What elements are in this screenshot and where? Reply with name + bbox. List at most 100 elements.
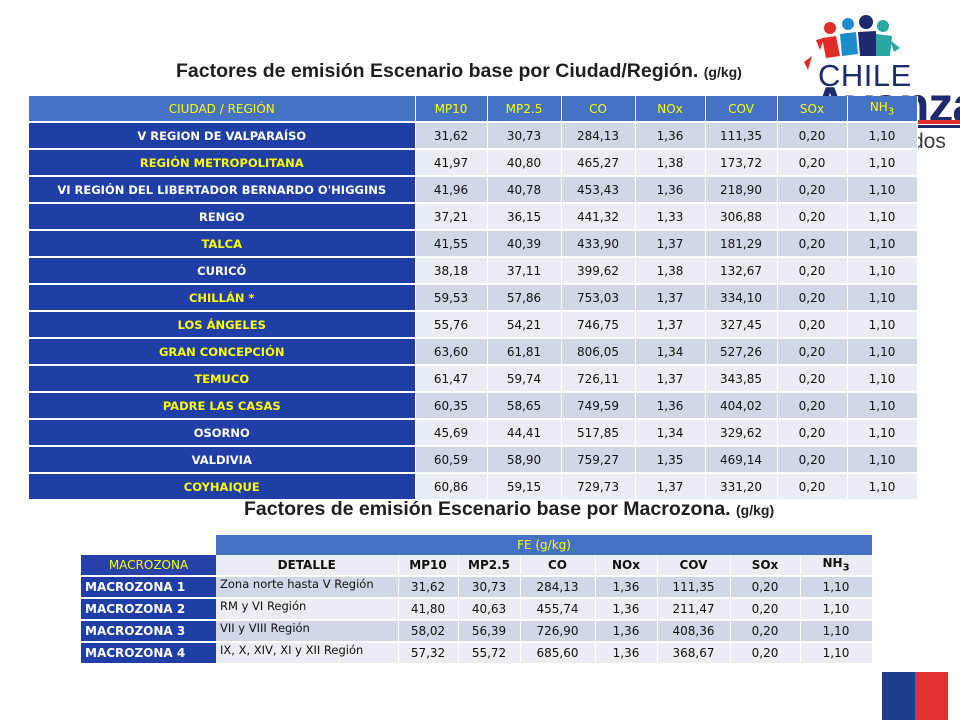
value-cell: 726,11 <box>561 364 636 392</box>
value-cell: 527,26 <box>705 337 778 365</box>
value-cell: 0,20 <box>730 619 801 642</box>
value-cell: 41,96 <box>415 175 488 203</box>
value-cell: 1,34 <box>635 337 706 365</box>
value-cell: 37,21 <box>415 202 488 230</box>
value-cell: 1,10 <box>847 256 918 284</box>
table-row: LOS ÁNGELES 55,76 54,21 746,75 1,37 327,45 0,2… <box>29 310 918 338</box>
table-row: OSORNO 45,69 44,41 517,85 1,34 329,62 0,20 1,10 <box>29 418 918 446</box>
col-header-co: CO <box>561 96 636 122</box>
value-cell: 327,45 <box>705 310 778 338</box>
value-cell: 31,62 <box>415 121 488 149</box>
value-cell: 1,36 <box>595 597 658 620</box>
value-cell: 408,36 <box>657 619 731 642</box>
table-row: VI REGIÓN DEL LIBERTADOR BERNARDO O'HIGG… <box>29 175 918 203</box>
value-cell: 749,59 <box>561 391 636 419</box>
fe-header-row: FE (g/kg) <box>81 535 873 555</box>
value-cell: 455,74 <box>520 597 596 620</box>
value-cell: 746,75 <box>561 310 636 338</box>
city-emission-table: CIUDAD / REGIÓN MP10 MP2.5 CO NOx COV SO… <box>29 96 918 499</box>
value-cell: 55,76 <box>415 310 488 338</box>
value-cell: 61,47 <box>415 364 488 392</box>
city-table-title-unit: (g/kg) <box>703 64 742 80</box>
macrozone-table-title-main: Factores de emisión Escenario base por M… <box>244 498 731 520</box>
city-name-cell: LOS ÁNGELES <box>29 310 416 338</box>
value-cell: 40,63 <box>458 597 521 620</box>
macrozone-name-cell: MACROZONA 4 <box>81 641 216 663</box>
value-cell: 0,20 <box>777 202 848 230</box>
value-cell: 1,10 <box>800 641 873 663</box>
value-cell: 38,18 <box>415 256 488 284</box>
city-name-cell: VI REGIÓN DEL LIBERTADOR BERNARDO O'HIGG… <box>29 175 416 203</box>
city-name-cell: VALDIVIA <box>29 445 416 473</box>
table-row: MACROZONA 1 Zona norte hasta V Región 31,6… <box>81 575 873 598</box>
col-header-mp10: MP10 <box>398 555 459 576</box>
value-cell: 685,60 <box>520 641 596 663</box>
value-cell: 759,27 <box>561 445 636 473</box>
value-cell: 453,43 <box>561 175 636 203</box>
value-cell: 0,20 <box>730 597 801 620</box>
value-cell: 1,37 <box>635 472 706 499</box>
detail-cell: RM y VI Región <box>216 597 399 620</box>
value-cell: 0,20 <box>730 575 801 598</box>
value-cell: 441,32 <box>561 202 636 230</box>
value-cell: 334,10 <box>705 283 778 311</box>
value-cell: 0,20 <box>777 364 848 392</box>
city-table-title-main: Factores de emisión Escenario base por C… <box>176 60 699 82</box>
value-cell: 1,10 <box>847 148 918 176</box>
value-cell: 0,20 <box>777 445 848 473</box>
col-header-macrozona: MACROZONA <box>81 555 216 576</box>
col-header-ciudad-region: CIUDAD / REGIÓN <box>29 96 416 122</box>
city-name-cell: COYHAIQUE <box>29 472 416 499</box>
fe-header: FE (g/kg) <box>216 535 873 555</box>
table-row: GRAN CONCEPCIÓN 63,60 61,81 806,05 1,34 527,2… <box>29 337 918 365</box>
value-cell: 1,10 <box>847 202 918 230</box>
value-cell: 1,10 <box>847 391 918 419</box>
value-cell: 1,36 <box>595 575 658 598</box>
value-cell: 1,33 <box>635 202 706 230</box>
value-cell: 60,86 <box>415 472 488 499</box>
logo-dos-text: dos <box>912 130 946 153</box>
value-cell: 59,15 <box>487 472 562 499</box>
table-row: CHILLÁN * 59,53 57,86 753,03 1,37 334,10 0,20 1… <box>29 283 918 311</box>
value-cell: 0,20 <box>777 337 848 365</box>
col-header-cov: COV <box>657 555 731 576</box>
chile-avanza-logo <box>790 10 960 160</box>
detail-cell: IX, X, XIV, XI y XII Región <box>216 641 399 663</box>
value-cell: 59,53 <box>415 283 488 311</box>
value-cell: 1,36 <box>595 619 658 642</box>
flag-icon <box>882 672 948 720</box>
value-cell: 60,35 <box>415 391 488 419</box>
value-cell: 1,37 <box>635 364 706 392</box>
value-cell: 1,36 <box>635 175 706 203</box>
table-row: COYHAIQUE 60,86 59,15 729,73 1,37 331,20 0,20 1… <box>29 472 918 499</box>
value-cell: 41,80 <box>398 597 459 620</box>
value-cell: 469,14 <box>705 445 778 473</box>
value-cell: 1,36 <box>595 641 658 663</box>
value-cell: 1,38 <box>635 148 706 176</box>
value-cell: 1,10 <box>800 575 873 598</box>
value-cell: 465,27 <box>561 148 636 176</box>
value-cell: 173,72 <box>705 148 778 176</box>
value-cell: 59,74 <box>487 364 562 392</box>
value-cell: 60,59 <box>415 445 488 473</box>
table-row: TEMUCO 61,47 59,74 726,11 1,37 343,85 0,20 1,10 <box>29 364 918 392</box>
col-header-cov: COV <box>705 96 778 122</box>
city-name-cell: V REGION DE VALPARAÍSO <box>29 121 416 149</box>
value-cell: 753,03 <box>561 283 636 311</box>
value-cell: 56,39 <box>458 619 521 642</box>
logo-chile-text: CHILE <box>818 58 912 93</box>
value-cell: 1,36 <box>635 391 706 419</box>
value-cell: 58,02 <box>398 619 459 642</box>
value-cell: 1,10 <box>847 283 918 311</box>
flag-red-band <box>915 672 948 720</box>
value-cell: 37,11 <box>487 256 562 284</box>
value-cell: 0,20 <box>777 121 848 149</box>
value-cell: 1,37 <box>635 283 706 311</box>
value-cell: 41,55 <box>415 229 488 257</box>
value-cell: 806,05 <box>561 337 636 365</box>
detail-cell: Zona norte hasta V Región <box>216 575 399 598</box>
value-cell: 30,73 <box>458 575 521 598</box>
table-row: MACROZONA 2 RM y VI Región 41,80 40,63 455,7… <box>81 597 873 620</box>
value-cell: 0,20 <box>777 418 848 446</box>
value-cell: 218,90 <box>705 175 778 203</box>
